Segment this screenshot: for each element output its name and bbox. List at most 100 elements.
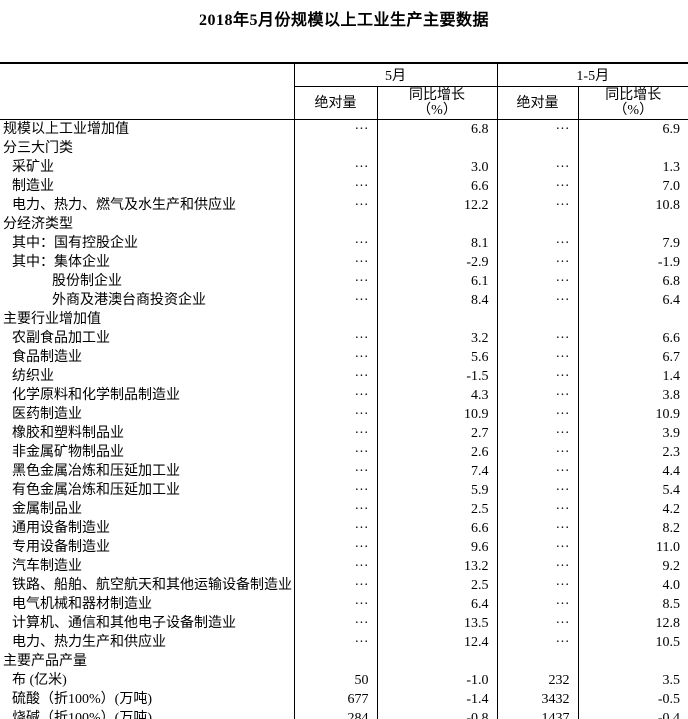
value-cell [293,652,377,671]
table-row: 电气机械和器材制造业 ··· 6.4 ··· 8.5 [0,595,688,614]
value-cell: 12.4 [376,633,497,652]
value-cell: 4.3 [376,386,497,405]
value-cell: ··· [496,119,578,139]
value-cell: ··· [293,348,377,367]
value-cell: -1.4 [376,690,497,709]
table-row: 铁路、船舶、航空航天和其他运输设备制造业 ··· 2.5 ··· 4.0 [0,576,688,595]
value-cell: 6.4 [376,595,497,614]
value-cell [577,139,688,158]
row-label: 电力、热力生产和供应业 [12,635,166,650]
row-label: 主要产品产量 [3,654,87,669]
value-cell: -1.0 [376,671,497,690]
value-cell: ··· [496,405,578,424]
row-label: 制造业 [12,179,54,194]
row-label: 分经济类型 [3,217,73,232]
value-cell: 10.9 [376,405,497,424]
row-label: 医药制造业 [12,407,82,422]
column-group-jan-may: 1-5月 [496,63,688,87]
value-cell: ··· [293,462,377,481]
value-cell: ··· [496,253,578,272]
table-row: 橡胶和塑料制品业 ··· 2.7 ··· 3.9 [0,424,688,443]
value-cell [496,139,578,158]
table-row: 其中：集体企业 ··· -2.9 ··· -1.9 [0,253,688,272]
value-cell: 3.5 [577,671,688,690]
value-cell: 8.4 [376,291,497,310]
column-header-jan-may-absolute: 绝对量 [496,86,578,120]
value-cell: ··· [496,177,578,196]
column-header-may-growth: 同比增长 （%） [376,86,497,120]
value-cell: ··· [293,633,377,652]
table-row: 硫酸（折100%）(万吨) 677 -1.4 3432 -0.5 [0,690,688,709]
table-row: 分三大门类 [0,139,688,158]
value-cell: -0.4 [577,709,688,719]
value-cell: 2.3 [577,443,688,462]
value-cell [293,139,377,158]
value-cell: ··· [496,348,578,367]
value-cell [577,652,688,671]
row-label: 电气机械和器材制造业 [12,597,152,612]
value-cell [496,310,578,329]
table-row: 汽车制造业 ··· 13.2 ··· 9.2 [0,557,688,576]
value-cell: 284 [293,709,377,719]
value-cell: 7.4 [376,462,497,481]
value-cell: ··· [496,386,578,405]
value-cell: ··· [496,576,578,595]
row-label: 纺织业 [12,369,54,384]
row-label: 采矿业 [12,160,54,175]
value-cell: ··· [496,481,578,500]
column-header-jan-may-growth: 同比增长 （%） [577,86,688,120]
value-cell: ··· [293,519,377,538]
column-header-may-absolute: 绝对量 [293,86,377,120]
value-cell: ··· [496,158,578,177]
row-label: 股份制企业 [52,274,122,289]
value-cell: 9.6 [376,538,497,557]
value-cell: ··· [293,386,377,405]
table-row: 金属制品业 ··· 2.5 ··· 4.2 [0,500,688,519]
value-cell: 8.2 [577,519,688,538]
value-cell: 6.6 [376,177,497,196]
value-cell: ··· [496,500,578,519]
value-cell: 13.5 [376,614,497,633]
value-cell [577,215,688,234]
value-cell: ··· [496,329,578,348]
value-cell: ··· [293,291,377,310]
value-cell: ··· [293,234,377,253]
value-cell: ··· [496,424,578,443]
value-cell: 12.8 [577,614,688,633]
value-cell: 2.7 [376,424,497,443]
header-sub-row: 绝对量 同比增长 （%） 绝对量 同比增长 （%） [0,86,688,120]
header-spacer-cell [0,63,294,120]
table-row: 医药制造业 ··· 10.9 ··· 10.9 [0,405,688,424]
table-row: 电力、热力、燃气及水生产和供应业 ··· 12.2 ··· 10.8 [0,196,688,215]
table-row: 黑色金属冶炼和压延加工业 ··· 7.4 ··· 4.4 [0,462,688,481]
value-cell [376,139,497,158]
row-label: 铁路、船舶、航空航天和其他运输设备制造业 [12,578,292,593]
value-cell: 13.2 [376,557,497,576]
value-cell: ··· [293,500,377,519]
table-row: 专用设备制造业 ··· 9.6 ··· 11.0 [0,538,688,557]
table-header: 5月 1-5月 绝对量 同比增长 （%） 绝对量 同比增长 （%） [0,63,688,120]
value-cell: 677 [293,690,377,709]
value-cell: ··· [293,557,377,576]
row-label: 农副食品加工业 [12,331,110,346]
value-cell: 7.9 [577,234,688,253]
value-cell: 232 [496,671,578,690]
row-label: 专用设备制造业 [12,540,110,555]
value-cell: 7.0 [577,177,688,196]
value-cell: 9.2 [577,557,688,576]
value-cell: ··· [496,234,578,253]
column-group-may: 5月 [293,63,497,87]
row-label: 金属制品业 [12,502,82,517]
table-body: 规模以上工业增加值 ··· 6.8 ··· 6.9 分三大门类 采矿业 ··· 3.0 ··· 1.… [0,119,688,719]
table-row: 有色金属冶炼和压延加工业 ··· 5.9 ··· 5.4 [0,481,688,500]
value-cell: 10.8 [577,196,688,215]
row-label: 烧碱（折100%）(万吨) [12,711,152,719]
value-cell: 6.1 [376,272,497,291]
value-cell [293,310,377,329]
value-cell: 1.3 [577,158,688,177]
row-label: 分三大门类 [3,141,73,156]
value-cell: ··· [496,196,578,215]
table-row: 外商及港澳台商投资企业 ··· 8.4 ··· 6.4 [0,291,688,310]
value-cell [496,215,578,234]
